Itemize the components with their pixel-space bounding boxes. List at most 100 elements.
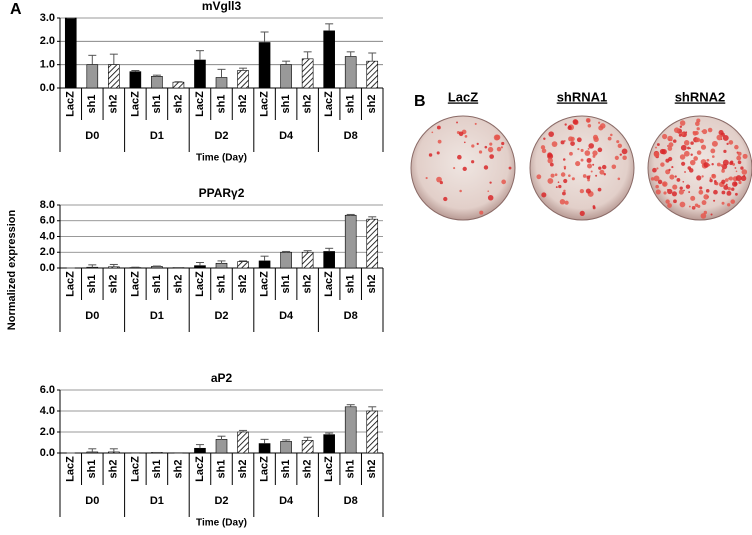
stain-dot	[688, 205, 691, 208]
stain-dot	[667, 188, 673, 195]
stain-dot	[679, 186, 683, 190]
stain-dot	[501, 141, 505, 146]
stain-dot	[710, 213, 713, 216]
error-bar	[260, 31, 269, 43]
bar-label: LacZ	[258, 271, 270, 297]
stain-dot	[668, 138, 671, 141]
stain-dot	[487, 190, 490, 193]
stain-dot	[547, 178, 554, 184]
bar-label: sh1	[215, 275, 227, 294]
bar	[237, 261, 249, 269]
stain-dot	[568, 174, 571, 177]
stain-dot	[698, 189, 704, 195]
plate-label: LacZ	[448, 89, 478, 104]
stain-dot	[580, 148, 584, 152]
stain-dot	[457, 154, 462, 160]
stain-dot	[564, 123, 567, 126]
bar-label: LacZ	[129, 456, 141, 482]
stain-dot	[711, 173, 715, 178]
y-tick-label: 6.0	[40, 384, 55, 396]
stain-dot	[661, 133, 668, 140]
stain-dot	[703, 162, 710, 168]
stain-dot	[584, 150, 591, 156]
x-axis-label: Time (Day)	[196, 518, 247, 529]
group-label: D8	[344, 310, 358, 322]
stain-dot	[660, 162, 665, 167]
bar	[258, 42, 271, 89]
bar	[344, 214, 357, 269]
stain-dot	[599, 169, 605, 175]
error-bar	[303, 51, 312, 59]
bar-label: sh2	[366, 95, 378, 114]
stain-dot	[487, 194, 494, 201]
y-tick-label: 6.0	[40, 215, 55, 227]
stain-dot	[598, 166, 602, 170]
bar-label: sh1	[345, 95, 357, 114]
stain-dot	[709, 178, 713, 183]
stain-dot	[715, 182, 719, 186]
stain-dot	[734, 144, 739, 150]
error-bar	[195, 50, 204, 60]
error-bar	[260, 438, 269, 444]
group-label: D1	[150, 495, 164, 507]
error-bar	[346, 404, 355, 407]
error-bar	[325, 432, 334, 435]
group-label: D8	[344, 495, 358, 507]
stain-dot	[557, 181, 560, 184]
stain-dot	[726, 190, 732, 196]
stain-dot	[723, 149, 727, 153]
error-bar	[368, 406, 377, 411]
stain-dot	[463, 141, 466, 144]
stain-dot	[587, 163, 592, 169]
stain-dot	[548, 131, 555, 137]
stain-dot	[742, 153, 748, 159]
stain-dot	[690, 195, 696, 201]
stain-dot	[687, 166, 692, 170]
stain-dot	[563, 167, 566, 170]
bar	[108, 64, 120, 89]
group-label: D0	[85, 495, 99, 507]
stain-dot	[563, 189, 566, 193]
error-bar	[303, 436, 312, 441]
y-tick-label: 0.0	[40, 262, 55, 274]
stain-dot	[727, 203, 731, 207]
stain-dot	[669, 174, 675, 180]
bar-label: sh2	[237, 460, 249, 479]
bar	[215, 262, 228, 269]
stain-dot	[547, 157, 553, 164]
stain-dot	[740, 166, 744, 170]
stain-dot	[587, 124, 592, 128]
stain-dot	[692, 206, 695, 209]
error-bar	[325, 247, 334, 252]
stain-dot	[723, 184, 729, 190]
stain-dot	[674, 175, 677, 178]
stain-dot	[708, 164, 711, 167]
bar	[323, 30, 335, 89]
error-bar	[325, 23, 334, 31]
y-tick-label: 8.0	[40, 199, 55, 211]
stain-dot	[543, 137, 546, 141]
stain-dot	[614, 155, 619, 160]
stain-dot	[601, 164, 607, 170]
stain-dot	[682, 180, 685, 183]
stain-dot	[617, 177, 621, 181]
stain-dot	[585, 117, 591, 123]
group-label: D0	[85, 310, 99, 322]
stain-dot	[586, 157, 592, 163]
stain-dot	[568, 125, 572, 129]
stain-dot	[650, 177, 655, 181]
stain-dot	[655, 184, 659, 189]
stain-dot	[619, 153, 622, 156]
stain-dot	[496, 146, 502, 152]
stain-dot	[570, 141, 575, 146]
bar	[172, 81, 185, 89]
stain-dot	[713, 189, 718, 195]
stain-dot	[595, 174, 598, 177]
bar	[237, 70, 249, 89]
stain-dot	[500, 146, 503, 149]
bar	[64, 17, 77, 89]
stain-dot	[590, 170, 593, 173]
bar-label: sh2	[302, 460, 314, 479]
bar-label: LacZ	[65, 456, 77, 482]
group-label: D1	[150, 310, 164, 322]
